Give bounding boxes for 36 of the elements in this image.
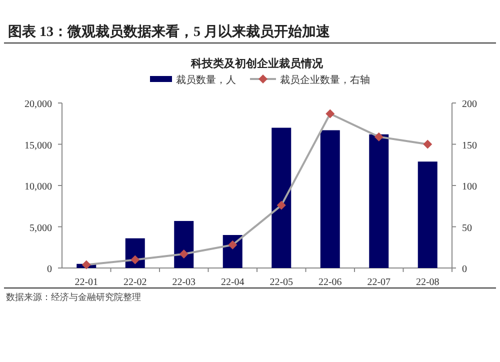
x-tick-label: 22-02 — [123, 277, 147, 288]
point — [130, 255, 140, 264]
x-tick-label: 22-06 — [318, 277, 342, 288]
source-note: 数据来源：经济与金融研究院整理 — [6, 292, 141, 302]
y-tick-label: 5,000 — [30, 222, 52, 234]
x-tick-label: 22-03 — [172, 277, 196, 288]
y2-tick-label: 200 — [462, 99, 477, 110]
point — [326, 109, 335, 118]
x-tick-label: 22-07 — [367, 277, 391, 288]
y2-tick-label: 0 — [462, 264, 467, 275]
point — [423, 140, 432, 149]
y-tick-label: 0 — [47, 264, 52, 275]
bar — [418, 162, 438, 268]
point — [82, 260, 91, 270]
bar — [174, 220, 194, 268]
y2-tick-label: 50 — [462, 222, 472, 234]
point — [276, 200, 286, 210]
chart-subtitle: 科技类及初创企业裁员情况 — [190, 57, 324, 70]
point — [228, 240, 238, 250]
point — [374, 132, 384, 142]
point — [179, 249, 188, 258]
x-tick-label: 22-05 — [270, 277, 294, 288]
x-tick-label: 22-01 — [74, 277, 98, 288]
bar — [272, 128, 292, 268]
legend-label: 裁员企业数量，右轴 — [280, 74, 370, 86]
y2-tick-label: 100 — [462, 182, 477, 192]
y-tick-label: 10,000 — [24, 182, 52, 192]
y-tick-label: 20,000 — [24, 99, 52, 110]
bar — [369, 134, 389, 268]
x-tick-label: 22-04 — [220, 277, 244, 288]
x-tick-label: 22-08 — [416, 277, 440, 288]
y-tick-label: 15,000 — [24, 140, 52, 152]
bar — [320, 130, 340, 268]
chart-title: 图表 13：微观裁员数据来看，5 月以来裁员开始加速 — [8, 23, 331, 40]
legend-label: 裁员数量，人 — [176, 74, 236, 86]
y2-tick-label: 150 — [462, 140, 477, 152]
